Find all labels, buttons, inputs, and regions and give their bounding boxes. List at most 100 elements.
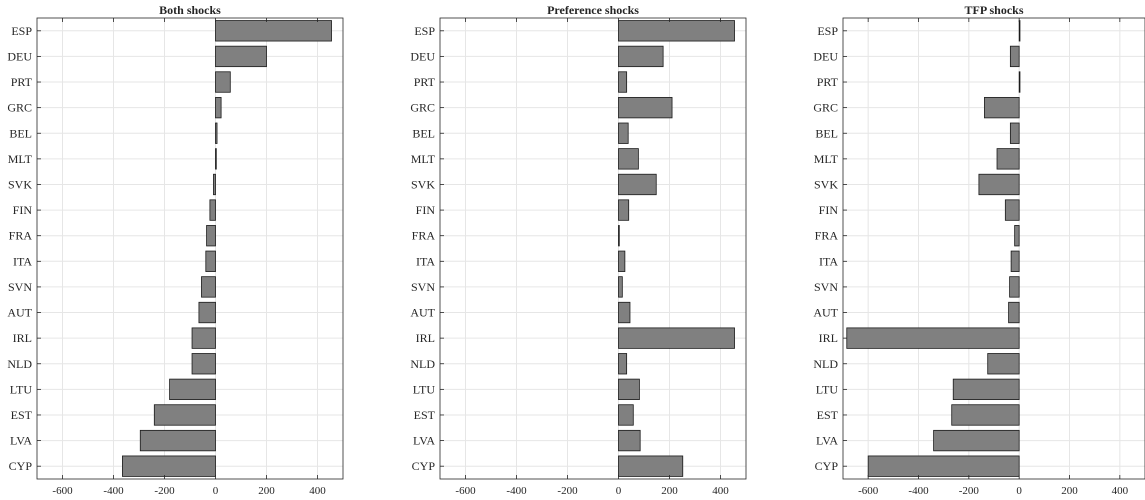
bar-ita bbox=[1010, 250, 1020, 272]
category-label: DEU bbox=[813, 49, 838, 63]
category-label: BEL bbox=[412, 126, 435, 140]
bar-fin bbox=[209, 199, 216, 221]
x-tick-label: -600 bbox=[455, 485, 476, 497]
axes-frame bbox=[36, 17, 344, 480]
bar-mlt bbox=[996, 148, 1020, 170]
bar-bel bbox=[1009, 122, 1020, 144]
plot-area bbox=[843, 18, 1145, 479]
axes-frame bbox=[842, 17, 1145, 480]
category-label: AUT bbox=[410, 306, 435, 320]
bar-fra bbox=[206, 225, 216, 247]
category-label: SVK bbox=[8, 177, 32, 191]
bar-grc bbox=[984, 96, 1020, 119]
category-label: SVK bbox=[814, 177, 838, 191]
category-label: BEL bbox=[815, 126, 838, 140]
bar-prt bbox=[618, 71, 628, 93]
plot-area bbox=[37, 18, 343, 479]
category-label: SVN bbox=[814, 280, 838, 294]
bar-lva bbox=[618, 429, 641, 452]
category-label: EST bbox=[817, 408, 839, 422]
category-label: FIN bbox=[13, 203, 33, 217]
bar-esp bbox=[1018, 20, 1021, 42]
axes-frame bbox=[439, 17, 747, 480]
bar-irl bbox=[846, 327, 1020, 349]
category-label: EST bbox=[11, 408, 33, 422]
bar-ltu bbox=[618, 378, 640, 401]
x-tick-label: 0 bbox=[616, 485, 622, 497]
bar-grc bbox=[215, 96, 222, 119]
bar-svn bbox=[1009, 276, 1020, 298]
x-tick-label: 400 bbox=[1112, 485, 1129, 497]
x-tick-label: -600 bbox=[52, 485, 73, 497]
bar-esp bbox=[618, 20, 735, 42]
category-label: DEU bbox=[7, 49, 32, 63]
category-label: FRA bbox=[9, 229, 33, 243]
category-label: MLT bbox=[814, 152, 839, 166]
category-label: AUT bbox=[813, 306, 838, 320]
category-label: PRT bbox=[11, 75, 33, 89]
category-label: LTU bbox=[413, 382, 436, 396]
bar-prt bbox=[1018, 71, 1021, 93]
bar-est bbox=[618, 404, 634, 426]
category-label: SVK bbox=[411, 177, 435, 191]
category-label: ESP bbox=[414, 24, 435, 38]
x-tick-label: -400 bbox=[506, 485, 527, 497]
x-tick-label: -200 bbox=[154, 485, 175, 497]
bar-svn bbox=[201, 276, 216, 298]
chart-title: Both shocks bbox=[159, 3, 221, 17]
bar-svk bbox=[978, 173, 1020, 196]
x-tick-label: 200 bbox=[1061, 485, 1078, 497]
x-tick-label: 0 bbox=[1016, 485, 1022, 497]
bar-ltu bbox=[169, 378, 216, 401]
category-label: IRL bbox=[819, 331, 838, 345]
x-tick-label: -200 bbox=[557, 485, 578, 497]
category-label: LVA bbox=[816, 434, 838, 448]
bar-aut bbox=[618, 301, 631, 324]
chart-panel-2: -600 -400 -200 0 200 400 ESP DEU PRT GRC BEL MLT SVK… bbox=[410, 3, 747, 497]
bar-ita bbox=[205, 250, 216, 272]
bar-mlt bbox=[215, 148, 217, 170]
bar-deu bbox=[215, 45, 267, 68]
bar-cyp bbox=[867, 455, 1020, 477]
category-label: DEU bbox=[410, 49, 435, 63]
plot-area bbox=[440, 18, 746, 479]
bar-fin bbox=[618, 199, 630, 221]
bar-irl bbox=[618, 327, 735, 349]
x-tick-label: -400 bbox=[908, 485, 929, 497]
bar-svk bbox=[618, 173, 657, 196]
category-label: GRC bbox=[410, 101, 435, 115]
bar-bel bbox=[618, 122, 629, 144]
bar-nld bbox=[618, 353, 628, 375]
bar-lva bbox=[139, 429, 216, 452]
bar-est bbox=[153, 404, 216, 426]
x-tick-label: 200 bbox=[258, 485, 275, 497]
bar-aut bbox=[1008, 301, 1020, 324]
chart-title: Preference shocks bbox=[547, 3, 639, 17]
category-label: PRT bbox=[414, 75, 436, 89]
category-label: GRC bbox=[7, 101, 32, 115]
bar-svn bbox=[618, 276, 623, 298]
bar-mlt bbox=[618, 148, 639, 170]
bar-fin bbox=[1004, 199, 1020, 221]
bar-deu bbox=[1009, 45, 1020, 68]
bar-bel bbox=[215, 122, 218, 144]
x-tick-label: -200 bbox=[959, 485, 980, 497]
bar-irl bbox=[191, 327, 216, 349]
bar-lva bbox=[933, 429, 1020, 452]
x-tick-label: 200 bbox=[661, 485, 678, 497]
x-tick-label: 0 bbox=[213, 485, 219, 497]
category-label: FRA bbox=[815, 229, 839, 243]
category-label: ITA bbox=[13, 254, 32, 268]
bar-ltu bbox=[952, 378, 1020, 401]
category-label: BEL bbox=[9, 126, 32, 140]
bar-esp bbox=[215, 20, 332, 42]
category-label: CYP bbox=[815, 459, 839, 473]
category-label: ITA bbox=[819, 254, 838, 268]
category-label: NLD bbox=[7, 357, 32, 371]
category-label: ESP bbox=[817, 24, 838, 38]
category-label: SVN bbox=[8, 280, 32, 294]
category-label: EST bbox=[414, 408, 436, 422]
chart-title: TFP shocks bbox=[964, 3, 1023, 17]
bar-est bbox=[951, 404, 1020, 426]
